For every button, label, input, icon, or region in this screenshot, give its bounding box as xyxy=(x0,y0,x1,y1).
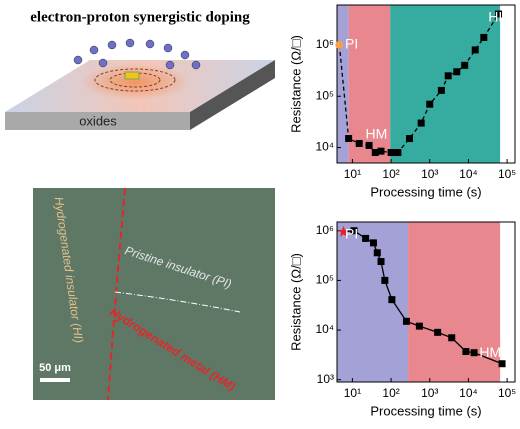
slab-label: oxides xyxy=(79,113,117,128)
marker xyxy=(415,322,423,330)
y-axis-label: Resistance (Ω/□) xyxy=(288,253,303,351)
panel-title: electron-proton synergistic doping xyxy=(30,9,250,25)
micrograph xyxy=(33,188,275,400)
marker xyxy=(337,225,350,237)
marker xyxy=(417,119,425,127)
boundary xyxy=(114,291,241,313)
annotation: HM xyxy=(365,125,387,141)
scale-bar-label: 50 μm xyxy=(39,362,71,374)
boundary xyxy=(107,187,126,401)
marker xyxy=(471,46,479,54)
x-tick-label: 10⁵ xyxy=(498,167,516,181)
marker xyxy=(495,10,503,18)
y-tick-label: 10⁵ xyxy=(316,273,334,287)
annotation: HM xyxy=(479,344,501,360)
x-axis-label: Processing time (s) xyxy=(370,403,481,418)
annotation: PI xyxy=(345,36,358,52)
x-tick-label: 10⁵ xyxy=(498,386,516,400)
marker xyxy=(355,139,363,147)
doping-glow xyxy=(80,64,190,100)
marker xyxy=(434,328,442,336)
marker xyxy=(462,348,470,356)
marker xyxy=(394,149,402,157)
y-tick-label: 10⁶ xyxy=(316,37,334,51)
y-tick-label: 10⁵ xyxy=(316,88,334,102)
annotation: HI xyxy=(488,8,502,24)
marker xyxy=(444,72,452,80)
marker xyxy=(377,258,385,266)
electrode xyxy=(124,71,140,80)
x-tick-label: 10² xyxy=(382,386,399,400)
slab-side xyxy=(190,60,275,130)
field-line xyxy=(94,68,176,92)
x-tick-label: 10³ xyxy=(421,386,438,400)
plot-frame xyxy=(336,4,516,164)
y-tick-label: 10⁴ xyxy=(315,322,334,336)
x-tick-label: 10³ xyxy=(421,167,438,181)
marker xyxy=(350,227,358,235)
marker xyxy=(388,296,396,304)
marker xyxy=(365,141,373,149)
marker xyxy=(402,317,410,325)
y-tick-label: 10⁶ xyxy=(316,223,334,237)
marker xyxy=(453,68,461,76)
annotation: PI xyxy=(345,226,358,242)
marker xyxy=(437,86,445,94)
x-tick-label: 10² xyxy=(382,167,399,181)
marker xyxy=(335,40,344,49)
marker xyxy=(373,249,381,257)
region xyxy=(337,222,409,382)
marker xyxy=(426,100,434,108)
marker xyxy=(448,334,456,342)
slab-front xyxy=(5,112,190,130)
marker xyxy=(377,147,385,155)
marker xyxy=(498,360,506,368)
marker xyxy=(480,33,488,41)
scale-bar xyxy=(40,378,70,382)
y-tick-label: 10³ xyxy=(317,372,334,386)
region xyxy=(337,5,349,163)
marker xyxy=(470,349,478,357)
marker xyxy=(371,149,379,157)
marker xyxy=(362,234,370,242)
marker xyxy=(381,276,389,284)
protons xyxy=(73,38,201,70)
x-tick-label: 10¹ xyxy=(344,167,361,181)
x-axis-label: Processing time (s) xyxy=(370,184,481,199)
plot-frame xyxy=(336,221,516,383)
marker xyxy=(345,135,353,143)
x-tick-label: 10⁴ xyxy=(459,167,478,181)
x-tick-label: 10¹ xyxy=(344,386,361,400)
region xyxy=(408,222,501,382)
x-tick-label: 10⁴ xyxy=(459,386,478,400)
region xyxy=(348,5,391,163)
y-tick-label: 10⁴ xyxy=(315,140,334,154)
marker xyxy=(387,149,395,157)
marker xyxy=(369,239,377,247)
y-axis-label: Resistance (Ω/□) xyxy=(288,35,303,133)
marker xyxy=(461,61,469,69)
marker xyxy=(406,135,414,143)
